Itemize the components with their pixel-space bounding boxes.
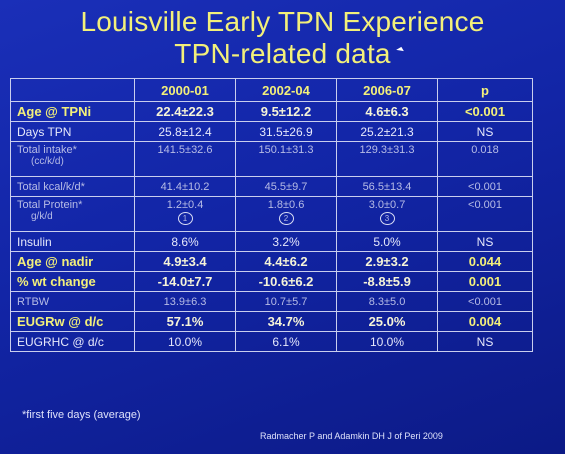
col-header-p: p [437, 78, 533, 102]
table-row: EUGRHC @ d/c 10.0% 6.1% 10.0% NS [10, 331, 533, 352]
cell-2000-01: 25.8±12.4 [134, 121, 236, 142]
row-label-unit: g/k/d [31, 211, 53, 222]
cell-2006-07: 5.0% [336, 231, 438, 252]
table-row: % wt change -14.0±7.7 -10.6±6.2 -8.8±5.9… [10, 271, 533, 292]
cell-2002-04: 45.5±9.7 [235, 176, 337, 197]
col-header-2000-01: 2000-01 [134, 78, 236, 102]
row-label: Total intake* (cc/k/d) [10, 141, 135, 177]
tpn-data-table: 2000-01 2002-04 2006-07 p Age @ TPNi 22.… [10, 78, 533, 352]
cell-value: 1.2±0.4 [166, 199, 204, 211]
cell-2006-07: 10.0% [336, 331, 438, 352]
circled-number-marker: 2 [278, 212, 294, 225]
row-label-main: Total Protein* [17, 199, 83, 211]
table-header-row: 2000-01 2002-04 2006-07 p [10, 78, 533, 102]
cell-2002-04: 34.7% [235, 311, 337, 332]
cell-2000-01: 22.4±22.3 [134, 101, 236, 122]
cell-2000-01: 10.0% [134, 331, 236, 352]
footnote: *first five days (average) [22, 409, 141, 421]
cell-2000-01: 1.2±0.4 1 [134, 196, 236, 232]
table-row: Days TPN 25.8±12.4 31.5±26.9 25.2±21.3 N… [10, 121, 533, 142]
row-label: Age @ TPNi [10, 101, 135, 122]
cell-2006-07: 56.5±13.4 [336, 176, 438, 197]
row-label: Total kcal/k/d* [10, 176, 135, 197]
slide-title-line2: TPN-related data [174, 38, 391, 69]
table-row: EUGRw @ d/c 57.1% 34.7% 25.0% 0.004 [10, 311, 533, 332]
circled-number-marker: 1 [177, 212, 193, 225]
cell-p: <0.001 [437, 176, 533, 197]
circled-number-marker: 3 [379, 212, 395, 225]
citation: Radmacher P and Adamkin DH J of Peri 200… [260, 431, 443, 441]
cell-value: 3.0±0.7 [368, 199, 406, 211]
cell-2000-01: 57.1% [134, 311, 236, 332]
cell-2006-07: 25.0% [336, 311, 438, 332]
cell-2002-04: 4.4±6.2 [235, 251, 337, 272]
table-row: Total kcal/k/d* 41.4±10.2 45.5±9.7 56.5±… [10, 176, 533, 197]
cell-2000-01: 141.5±32.6 [134, 141, 236, 177]
cell-2006-07: 4.6±6.3 [336, 101, 438, 122]
col-header-2006-07: 2006-07 [336, 78, 438, 102]
row-label-main: Total intake* [17, 144, 77, 156]
row-label: Days TPN [10, 121, 135, 142]
row-label-unit: (cc/k/d) [31, 156, 64, 167]
cell-p: <0.001 [437, 291, 533, 312]
cell-p: NS [437, 231, 533, 252]
cell-value: 1.8±0.6 [267, 199, 305, 211]
cell-p: 0.044 [437, 251, 533, 272]
table-row: Age @ nadir 4.9±3.4 4.4±6.2 2.9±3.2 0.04… [10, 251, 533, 272]
cell-2006-07: 25.2±21.3 [336, 121, 438, 142]
cell-2000-01: 13.9±6.3 [134, 291, 236, 312]
row-label: Age @ nadir [10, 251, 135, 272]
cell-2006-07: 8.3±5.0 [336, 291, 438, 312]
col-header-label [10, 78, 135, 102]
table-row: Insulin 8.6% 3.2% 5.0% NS [10, 231, 533, 252]
cell-p: <0.001 [437, 101, 533, 122]
cell-2002-04: 3.2% [235, 231, 337, 252]
cell-p: <0.001 [437, 196, 533, 232]
cell-p: NS [437, 331, 533, 352]
cell-2002-04: 6.1% [235, 331, 337, 352]
cell-p: 0.018 [437, 141, 533, 177]
cell-2002-04: 9.5±12.2 [235, 101, 337, 122]
cell-p: NS [437, 121, 533, 142]
row-label: RTBW [10, 291, 135, 312]
cell-2000-01: -14.0±7.7 [134, 271, 236, 292]
cell-2006-07: 2.9±3.2 [336, 251, 438, 272]
table-row: RTBW 13.9±6.3 10.7±5.7 8.3±5.0 <0.001 [10, 291, 533, 312]
table-row: Total Protein* g/k/d 1.2±0.4 1 1.8±0.6 2… [10, 196, 533, 232]
col-header-2002-04: 2002-04 [235, 78, 337, 102]
row-label: Insulin [10, 231, 135, 252]
cell-2006-07: -8.8±5.9 [336, 271, 438, 292]
cell-2002-04: 10.7±5.7 [235, 291, 337, 312]
row-label: EUGRw @ d/c [10, 311, 135, 332]
cell-2002-04: 150.1±31.3 [235, 141, 337, 177]
row-label: Total Protein* g/k/d [10, 196, 135, 232]
row-label: % wt change [10, 271, 135, 292]
slide-title-line1: Louisville Early TPN Experience [80, 6, 485, 37]
row-label: EUGRHC @ d/c [10, 331, 135, 352]
cell-2000-01: 41.4±10.2 [134, 176, 236, 197]
cell-2002-04: -10.6±6.2 [235, 271, 337, 292]
cell-2002-04: 1.8±0.6 2 [235, 196, 337, 232]
cell-2002-04: 31.5±26.9 [235, 121, 337, 142]
cell-2000-01: 4.9±3.4 [134, 251, 236, 272]
cell-2006-07: 3.0±0.7 3 [336, 196, 438, 232]
cell-2006-07: 129.3±31.3 [336, 141, 438, 177]
table-row: Age @ TPNi 22.4±22.3 9.5±12.2 4.6±6.3 <0… [10, 101, 533, 122]
table-row: Total intake* (cc/k/d) 141.5±32.6 150.1±… [10, 141, 533, 177]
cell-2000-01: 8.6% [134, 231, 236, 252]
cell-p: 0.001 [437, 271, 533, 292]
cell-p: 0.004 [437, 311, 533, 332]
